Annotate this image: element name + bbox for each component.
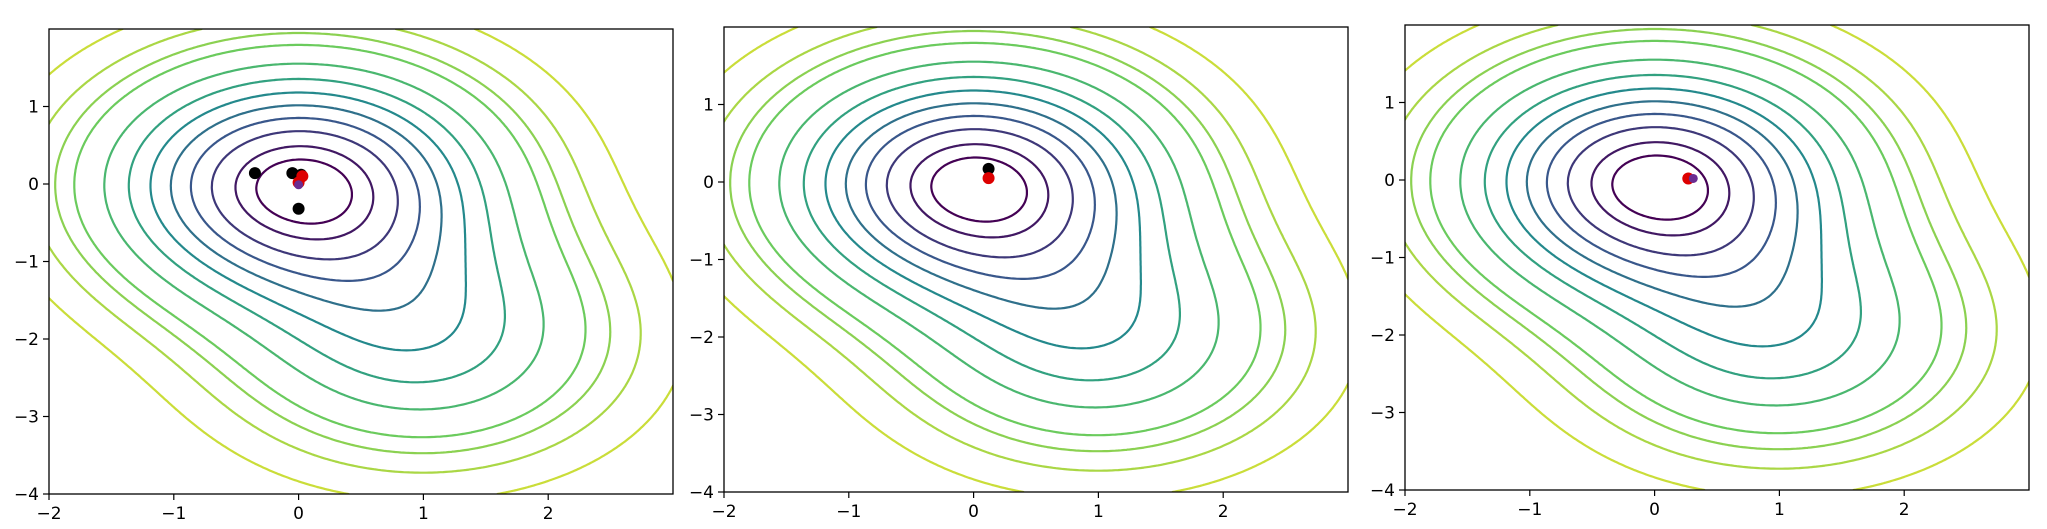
scatter-points	[1682, 172, 1698, 185]
point-black-1	[982, 162, 995, 175]
contour-level-5	[778, 60, 1220, 409]
point-black-1	[248, 167, 261, 180]
contour-level-5	[103, 62, 545, 411]
y-tick-label: 1	[28, 98, 39, 118]
contour-level-4	[748, 41, 1262, 437]
x-tick-label: 1	[1774, 500, 1785, 520]
contour-level-1	[49, 29, 673, 494]
y-tick-label: −4	[689, 483, 714, 503]
contour-level-7	[1505, 87, 1823, 348]
scatter-points	[248, 167, 309, 215]
contour-level-8	[169, 104, 443, 312]
point-black-3	[292, 202, 305, 215]
x-tick-label: 0	[293, 504, 304, 524]
y-tick-label: 0	[28, 175, 39, 195]
contour-level-9	[189, 116, 421, 282]
x-tick-label: 2	[543, 504, 554, 524]
contour-level-3	[1410, 27, 1968, 451]
y-tick-label: −3	[689, 406, 714, 426]
contour-level-9	[864, 114, 1096, 280]
contour-level-11	[1590, 141, 1731, 237]
contour-level-11	[909, 143, 1050, 239]
contour-level-1	[724, 27, 1348, 492]
contour-level-3	[729, 29, 1287, 453]
y-tick-label: 1	[1384, 94, 1395, 114]
contour-level-5	[1459, 58, 1901, 407]
point-purple-1	[294, 180, 304, 190]
point-purple-1	[1688, 173, 1698, 183]
contour-level-10	[210, 130, 399, 261]
contour-lines	[49, 29, 673, 494]
contour-level-7	[824, 89, 1142, 350]
contour-level-9	[1545, 112, 1777, 278]
contour-level-8	[1525, 100, 1799, 308]
contour-level-6	[802, 75, 1181, 382]
contour-level-1	[1405, 25, 2029, 490]
contour-level-4	[73, 43, 587, 439]
y-tick-label: −1	[1370, 249, 1395, 269]
y-tick-label: −2	[14, 330, 39, 350]
y-tick-label: −2	[689, 328, 714, 348]
y-tick-label: −2	[1370, 326, 1395, 346]
contour-level-6	[1483, 73, 1862, 380]
x-tick-label: −1	[161, 504, 186, 524]
x-tick-label: −2	[711, 502, 736, 522]
x-tick-label: 2	[1218, 502, 1229, 522]
point-red-1	[982, 172, 995, 185]
contour-level-4	[1429, 39, 1943, 435]
contour-level-11	[234, 145, 375, 241]
y-tick-label: −4	[1370, 481, 1395, 501]
contour-level-2	[724, 27, 1317, 472]
contour-level-2	[1405, 25, 1998, 470]
contour-level-2	[49, 29, 642, 474]
contour-lines	[1405, 25, 2029, 490]
contour-lines	[724, 27, 1348, 492]
x-tick-label: −1	[1517, 500, 1542, 520]
contour-level-10	[1566, 126, 1755, 257]
contour-level-8	[844, 102, 1118, 310]
contour-level-6	[127, 77, 506, 384]
panel-1: −2 −1 0 1 2 −4 −3 −2 −1 0 1	[14, 28, 674, 524]
contour-level-7	[149, 91, 467, 352]
contour-level-10	[885, 128, 1074, 259]
y-tick-label: 0	[1384, 171, 1395, 191]
x-tick-label: −2	[36, 504, 61, 524]
panel-3: −2 −1 0 1 2 −4 −3 −2 −1 0 1	[1370, 24, 2030, 520]
y-tick-label: −3	[14, 408, 39, 428]
x-tick-label: 2	[1899, 500, 1910, 520]
contour-level-3	[54, 31, 612, 455]
y-tick-label: −1	[689, 251, 714, 271]
y-tick-label: −3	[1370, 404, 1395, 424]
panel-2: −2 −1 0 1 2 −4 −3 −2 −1 0 1	[689, 26, 1349, 522]
y-tick-label: 0	[703, 173, 714, 193]
contour-level-12	[1611, 154, 1709, 221]
contour-level-12	[930, 156, 1028, 223]
y-tick-label: −4	[14, 485, 39, 505]
x-tick-label: −2	[1392, 500, 1417, 520]
x-tick-label: 1	[418, 504, 429, 524]
x-tick-label: 0	[968, 502, 979, 522]
x-tick-label: 0	[1649, 500, 1660, 520]
y-tick-label: −1	[14, 253, 39, 273]
scatter-points	[982, 162, 995, 185]
x-tick-label: 1	[1093, 502, 1104, 522]
x-tick-label: −1	[836, 502, 861, 522]
y-tick-label: 1	[703, 96, 714, 116]
contour-level-12	[255, 158, 353, 225]
